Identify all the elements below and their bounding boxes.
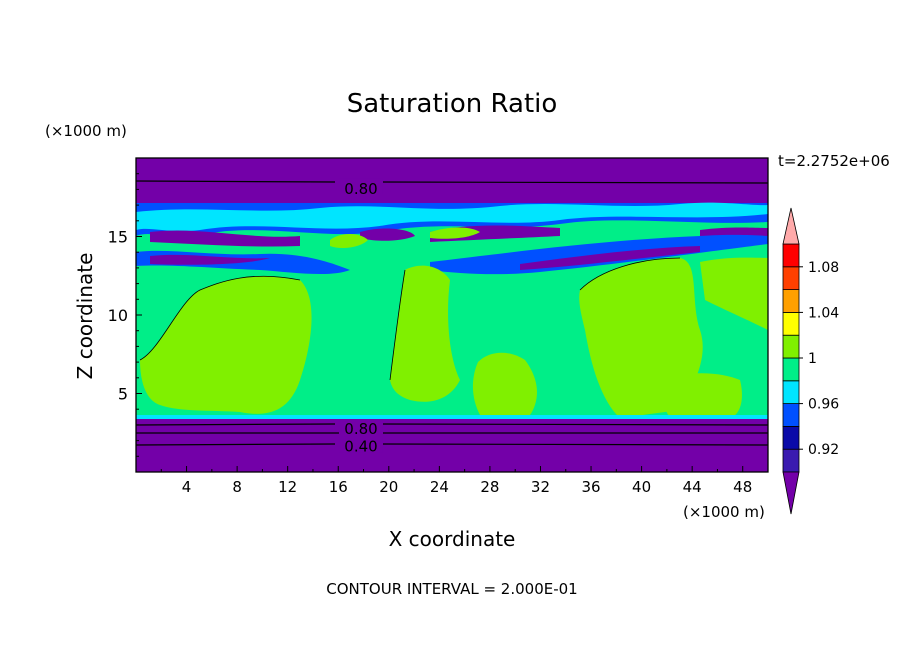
contour-interval-note: CONTOUR INTERVAL = 2.000E-01 (326, 580, 577, 598)
plume-1 (140, 276, 312, 414)
y-axis-ticks: 5 10 15 (108, 173, 142, 457)
colorbar-cell (782, 403, 800, 427)
plot-area: 0.800.800.40 (135, 157, 769, 473)
colorbar-cell (782, 289, 800, 313)
chart-title: Saturation Ratio (347, 89, 558, 119)
x-tick-label: 24 (430, 478, 449, 496)
colorbar-cell (782, 425, 800, 450)
colorbar-cell (782, 334, 800, 359)
contour-line-top (135, 180, 769, 184)
z-unit-label: (×1000 m) (45, 122, 127, 140)
upper-purple-streak-2 (360, 228, 415, 241)
x-tick-label: 8 (232, 478, 242, 496)
x-tick-label: 44 (683, 478, 702, 496)
colorbar-cell (782, 357, 800, 382)
upper-purple-streak (150, 230, 300, 247)
contour-line-040 (135, 443, 769, 446)
colorbar-label: 0.92 (808, 442, 839, 458)
bottom-layer (136, 419, 768, 472)
colorbar-label: 1.08 (808, 260, 839, 276)
colorbar-label: 0.96 (808, 397, 839, 413)
plume-3 (472, 352, 537, 415)
contour-label-group: 0.800.800.40 (338, 178, 383, 455)
y-tick-label: 15 (108, 228, 128, 247)
y-tick-label: 10 (108, 306, 128, 325)
colorbar-cell (782, 311, 800, 336)
contour-label-bg (338, 436, 383, 453)
contour-label-bg (338, 419, 383, 436)
colorbar-label: 1.04 (808, 305, 839, 321)
x-tick-label: 28 (480, 478, 499, 496)
colorbar-cell (782, 266, 800, 290)
plume-5 (700, 257, 768, 330)
contour-label-bg (338, 178, 383, 195)
plume-8 (659, 373, 742, 418)
plume-6 (330, 234, 368, 248)
x-tick-label: 40 (632, 478, 651, 496)
contour-line-080-bottom (135, 423, 769, 426)
left-cloud-core (150, 254, 270, 265)
time-label: t=2.2752e+06 (778, 152, 890, 170)
contour-label: 0.80 (344, 180, 377, 198)
colorbar-bottom-arrow (782, 471, 800, 515)
x-tick-label: 48 (733, 478, 752, 496)
top-cyan-band (136, 202, 768, 232)
y-tick-label: 5 (118, 385, 128, 404)
x-tick-label: 12 (278, 478, 297, 496)
diagonal-cloud-core (520, 246, 700, 270)
x-tick-label: 36 (581, 478, 600, 496)
x-tick-label: 20 (379, 478, 398, 496)
x-axis-ticks: 4 8 12 16 20 24 28 32 36 40 44 48 (160, 466, 752, 496)
x-axis-label: X coordinate (389, 527, 516, 551)
plume-2 (390, 265, 460, 402)
top-layer (136, 158, 768, 203)
contour-label: 0.80 (344, 420, 377, 438)
x-unit-label: (×1000 m) (683, 503, 765, 521)
colorbar-cell (782, 380, 800, 404)
contour-line-plume-outline (139, 257, 681, 381)
lower-boundary-cyan (136, 415, 768, 419)
colorbar-label: 1 (808, 351, 817, 367)
plume-7 (430, 227, 480, 239)
x-tick-label: 4 (182, 478, 192, 496)
colorbar-cell (782, 448, 800, 473)
colorbar: 1.08 1.04 1 0.96 0.92 (782, 207, 839, 515)
x-tick-label: 32 (531, 478, 550, 496)
colorbar-top-arrow (782, 207, 800, 245)
colorbar-cell (782, 243, 800, 268)
contour-label: 0.40 (344, 437, 377, 455)
x-tick-label: 16 (329, 478, 348, 496)
y-axis-label: Z coordinate (73, 253, 97, 380)
